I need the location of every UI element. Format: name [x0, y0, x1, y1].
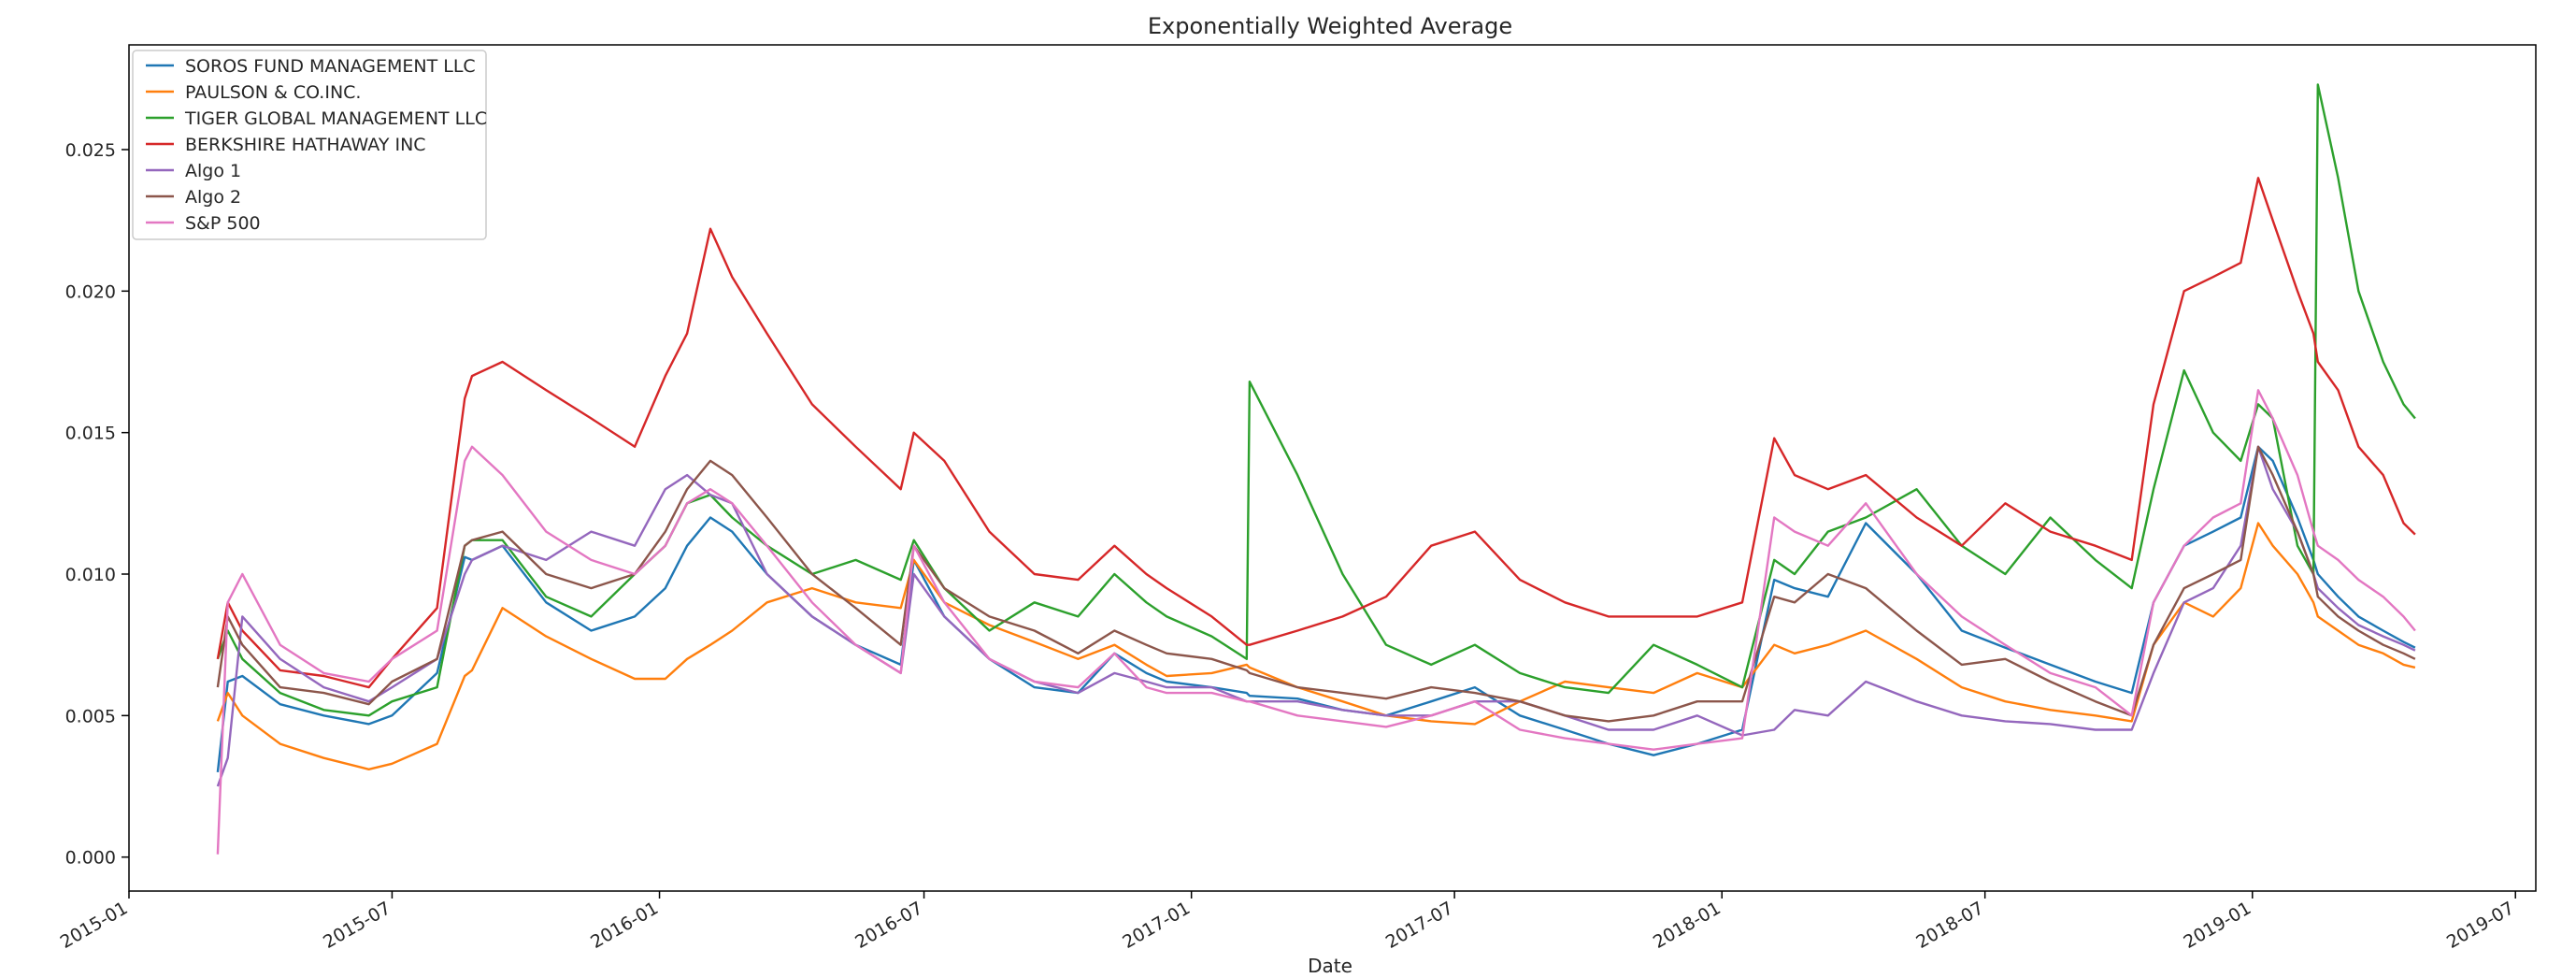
legend-label: PAULSON & CO.INC. — [185, 82, 361, 103]
series-line-7 — [216, 389, 2416, 855]
legend-label: TIGER GLOBAL MANAGEMENT LLC — [184, 108, 487, 129]
y-tick-label: 0.025 — [65, 140, 116, 161]
legend-label: Algo 2 — [185, 187, 241, 208]
x-axis: 2015-01 2015-07 2016-01 2016-07 2017-01 2017-… — [57, 891, 2518, 953]
series-lines — [216, 83, 2416, 855]
x-tick-label: 2017-01 — [1119, 898, 1194, 953]
y-axis: 0.000 0.005 0.010 0.015 0.020 0.025 — [65, 140, 129, 869]
x-axis-label: Date — [1308, 955, 1352, 977]
y-tick-label: 0.010 — [65, 565, 116, 585]
x-tick-label: 2015-07 — [320, 898, 394, 953]
x-tick-label: 2018-01 — [1650, 898, 1724, 953]
y-tick-label: 0.015 — [65, 424, 116, 444]
series-line-1 — [216, 445, 2416, 773]
legend: SOROS FUND MANAGEMENT LLC PAULSON & CO.IN… — [132, 50, 487, 240]
legend-label: S&P 500 — [185, 213, 261, 234]
plot-area-frame — [128, 44, 2537, 892]
x-tick-label: 2019-07 — [2443, 898, 2518, 953]
legend-label: BERKSHIRE HATHAWAY INC — [185, 135, 426, 155]
legend-box — [132, 50, 487, 240]
x-tick-label: 2016-07 — [852, 898, 926, 953]
y-tick-label: 0.020 — [65, 281, 116, 302]
x-tick-label: 2019-01 — [2181, 898, 2255, 953]
legend-label: Algo 1 — [185, 161, 241, 181]
series-line-4 — [216, 177, 2416, 689]
legend-label: SOROS FUND MANAGEMENT LLC — [185, 56, 476, 77]
y-tick-label: 0.005 — [65, 706, 116, 726]
series-line-5 — [216, 445, 2416, 787]
series-line-6 — [216, 445, 2416, 723]
series-line-2 — [216, 522, 2416, 770]
series-line-3 — [216, 83, 2416, 717]
x-tick-label: 2016-01 — [587, 898, 662, 953]
y-tick-label: 0.000 — [65, 848, 116, 869]
x-tick-label: 2015-01 — [57, 898, 132, 953]
chart-title: Exponentially Weighted Average — [1148, 13, 1512, 39]
x-tick-label: 2018-07 — [1912, 898, 1987, 953]
x-tick-label: 2017-07 — [1382, 898, 1457, 953]
